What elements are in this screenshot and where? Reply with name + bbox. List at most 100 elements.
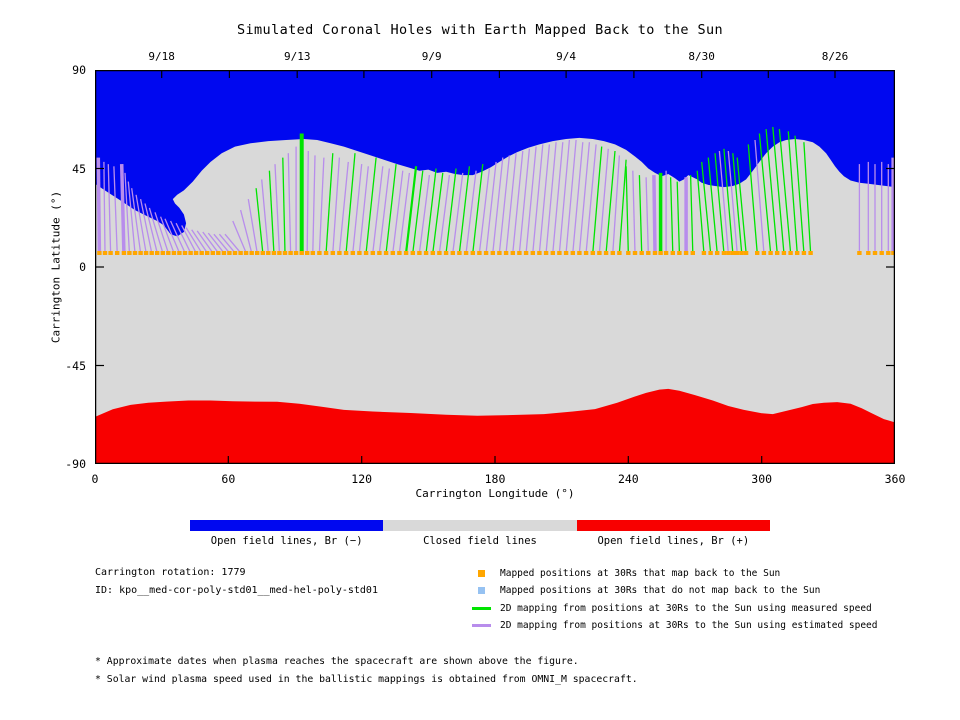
field-line-colorbar	[190, 520, 770, 531]
estimated-speed-mapping-line	[306, 150, 309, 253]
estimated-speed-mapping-line	[465, 170, 477, 253]
estimated-speed-mapping-line	[287, 153, 292, 253]
mapped-position-marker	[537, 251, 542, 255]
y-tick-label: 45	[72, 161, 86, 176]
mapped-position-marker	[550, 251, 555, 255]
estimated-speed-mapping-line	[312, 155, 316, 253]
mapped-position-marker	[227, 251, 232, 255]
mapped-position-marker	[149, 251, 154, 255]
measured-speed-mapping-line	[365, 157, 377, 253]
mapped-position-marker	[271, 251, 277, 255]
estimated-speed-mapping-line	[727, 150, 738, 253]
estimated-speed-mapping-line	[175, 222, 192, 254]
y-tick-label: 0	[79, 260, 86, 274]
legend-swatch-color	[471, 606, 491, 610]
mapped-position-marker	[350, 251, 355, 255]
mapped-position-marker	[417, 251, 422, 255]
mapped-position-marker	[127, 251, 132, 255]
mapped-position-marker	[288, 251, 293, 255]
estimated-speed-mapping-line	[632, 170, 636, 253]
estimated-speed-mapping-line	[612, 155, 621, 253]
measured-speed-mapping-line	[747, 144, 758, 253]
measured-speed-mapping-line	[765, 129, 778, 253]
legend-swatch-color	[477, 587, 485, 594]
mapped-position-marker	[97, 251, 102, 255]
measured-speed-mapping-line	[625, 166, 629, 253]
mapped-position-marker	[397, 251, 402, 255]
legend-label: 2D mapping from positions at 30Rs to the…	[500, 620, 878, 631]
measured-speed-mapping-line	[689, 175, 694, 253]
estimated-speed-mapping-line	[191, 229, 208, 254]
y-axis-title: Carrington Latitude (°)	[49, 190, 63, 344]
legend-label: 2D mapping from positions at 30Rs to the…	[500, 602, 872, 614]
estimated-speed-mapping-line	[164, 218, 180, 254]
legend-line-swatch	[468, 606, 494, 610]
estimated-speed-mapping-line	[372, 166, 384, 253]
mapped-position-marker	[530, 251, 535, 255]
mapped-position-marker	[743, 251, 749, 255]
estimated-speed-mapping-line	[103, 161, 106, 253]
estimated-speed-mapping-line	[452, 172, 464, 253]
mapped-position-marker	[457, 251, 462, 255]
mapped-position-marker	[216, 251, 221, 255]
measured-speed-mapping-line	[758, 133, 772, 253]
mapped-position-marker	[735, 251, 740, 255]
mapped-position-marker	[305, 251, 310, 255]
mapped-position-marker	[410, 251, 415, 255]
estimated-speed-mapping-line	[532, 144, 544, 253]
mapped-position-marker	[357, 251, 362, 255]
colorbar-segment-label: Open field lines, Br (−)	[210, 535, 363, 547]
estimated-speed-mapping-line	[144, 203, 158, 253]
estimated-speed-mapping-line	[261, 179, 269, 253]
mapped-position-marker	[383, 251, 389, 255]
mapped-position-marker	[490, 251, 495, 255]
top-date-label: 9/18	[148, 50, 175, 63]
estimated-speed-mapping-line	[552, 142, 564, 253]
mapped-position-marker	[108, 251, 113, 255]
estimated-speed-mapping-line	[148, 207, 164, 253]
mapped-position-marker	[483, 251, 489, 255]
estimated-speed-mapping-line	[213, 233, 230, 254]
legend-row: Mapped positions at 30Rs that map back t…	[468, 568, 780, 579]
mapped-position-marker	[721, 251, 727, 255]
estimated-speed-mapping-line	[512, 150, 524, 253]
mapped-position-marker	[299, 251, 304, 255]
plot-frame	[95, 70, 895, 464]
colorbar-segment	[190, 520, 384, 531]
estimated-speed-mapping-line	[159, 216, 175, 254]
measured-speed-mapping-line	[714, 153, 725, 253]
estimated-speed-mapping-line	[572, 142, 584, 253]
mapped-position-marker	[563, 251, 569, 255]
mapped-position-marker	[266, 251, 271, 255]
measured-speed-mapping-line	[472, 164, 484, 253]
y-tick-label: 90	[72, 63, 86, 77]
mapped-position-marker	[739, 251, 744, 255]
top-date-label: 9/4	[556, 50, 577, 63]
plot-area	[95, 70, 895, 464]
mapped-position-marker	[768, 251, 773, 255]
estimated-speed-mapping-line	[392, 170, 404, 253]
mapped-position-marker	[182, 251, 188, 255]
x-tick-label: 0	[91, 472, 99, 486]
mapped-position-marker	[781, 251, 787, 255]
estimated-speed-mapping-line	[318, 157, 325, 253]
open-field-negative-region	[95, 70, 895, 237]
measured-speed-mapping-line	[794, 135, 805, 253]
estimated-speed-mapping-line	[127, 181, 136, 253]
mapped-position-marker	[788, 251, 793, 255]
measured-speed-mapping-line	[787, 131, 798, 253]
measured-speed-mapping-line	[618, 159, 627, 253]
legend-label: Mapped positions at 30Rs that do not map…	[500, 585, 821, 596]
mapped-position-marker	[282, 251, 288, 255]
mapped-position-marker	[690, 251, 695, 255]
mapped-position-marker	[523, 251, 529, 255]
estimated-speed-mapping-line	[754, 139, 765, 253]
open-field-positive-region	[95, 388, 895, 464]
x-tick-label: 60	[221, 472, 236, 486]
estimated-speed-mapping-line	[124, 172, 131, 253]
estimated-speed-mapping-line	[113, 166, 118, 253]
estimated-speed-mapping-line	[585, 144, 597, 253]
top-date-label: 8/26	[821, 50, 849, 63]
mapped-position-marker	[115, 251, 120, 255]
mapped-position-marker	[543, 251, 549, 255]
